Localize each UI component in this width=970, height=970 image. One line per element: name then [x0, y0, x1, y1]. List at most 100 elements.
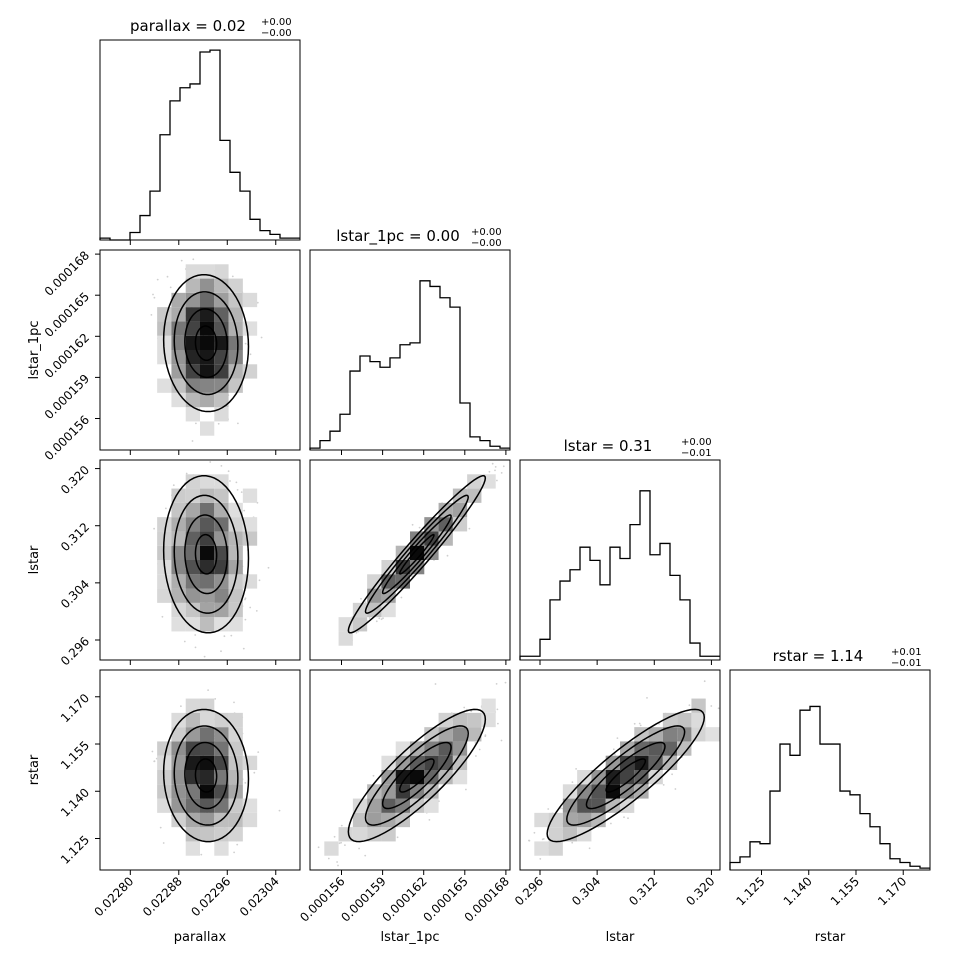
- density-cell: [662, 727, 678, 742]
- sample-point: [336, 861, 338, 863]
- panel-frame: [99, 669, 301, 871]
- y-tick-label-rstar: 1.155: [58, 738, 92, 772]
- y-tick-label-lstar: 0.320: [58, 463, 92, 497]
- sample-point: [488, 470, 491, 473]
- density-cell: [381, 602, 396, 618]
- density-cell: [214, 784, 229, 799]
- density-cell: [352, 617, 368, 632]
- y-tick-label-lstar_1pc: 0.000168: [42, 248, 92, 298]
- density-cell: [171, 560, 186, 575]
- sample-point: [172, 484, 175, 487]
- sample-point: [539, 858, 542, 860]
- panel-frame: [519, 669, 721, 871]
- density-cell: [381, 784, 396, 799]
- sample-point: [344, 844, 346, 846]
- density-cell: [214, 364, 229, 379]
- density-cell: [185, 292, 200, 308]
- sample-point: [260, 336, 263, 339]
- sample-point: [203, 655, 206, 658]
- density-cell: [200, 588, 215, 603]
- panel-title-sub-lstar_1pc: −0.00: [471, 238, 502, 249]
- density-cell: [228, 741, 243, 756]
- contour-level-1: [194, 325, 218, 361]
- contour-level-3: [173, 291, 239, 396]
- sample-point: [495, 683, 498, 685]
- density-cell: [157, 350, 172, 365]
- sample-point: [152, 293, 154, 296]
- density-cell: [548, 827, 563, 842]
- contour-level-3: [566, 725, 686, 826]
- density-cell: [185, 502, 200, 518]
- density-cell: [200, 602, 215, 618]
- panel-title-sub-lstar: −0.01: [681, 448, 712, 459]
- density-cell: [185, 574, 200, 589]
- sample-point: [671, 773, 673, 776]
- sample-point: [180, 259, 183, 262]
- density-cell: [228, 350, 243, 365]
- density-cell: [200, 560, 215, 575]
- density-cell: [481, 698, 496, 713]
- sample-point: [478, 748, 481, 751]
- density-cell: [214, 798, 229, 813]
- sample-point: [378, 617, 381, 620]
- density-cell: [591, 770, 606, 785]
- sample-point: [542, 838, 545, 840]
- density-cell: [200, 392, 215, 408]
- contour-level-4: [162, 708, 250, 843]
- density-cell: [634, 784, 649, 799]
- sample-point: [340, 824, 343, 827]
- contour-level-3: [364, 725, 469, 826]
- density-cell: [157, 784, 172, 799]
- density-cell: [185, 321, 200, 336]
- density-cell: [171, 531, 186, 546]
- density-cell: [185, 617, 200, 632]
- density-cell: [185, 364, 200, 379]
- panel-frame: [99, 459, 301, 661]
- sample-point: [255, 610, 258, 612]
- density-cell: [214, 827, 229, 842]
- sample-point: [244, 618, 247, 621]
- contour-level-2: [184, 308, 229, 379]
- contour-level-4: [347, 708, 487, 843]
- density-cell: [438, 770, 453, 785]
- panel-title-sup-rstar: +0.01: [891, 647, 922, 658]
- sample-point: [616, 737, 619, 739]
- x-tick-label-rstar: 1.155: [828, 874, 862, 908]
- sample-point: [162, 842, 165, 844]
- sample-point: [195, 422, 197, 425]
- sample-point: [230, 634, 233, 637]
- x-tick-label-rstar: 1.125: [733, 874, 767, 908]
- sample-point: [610, 822, 612, 825]
- density-cell: [677, 741, 692, 756]
- sample-point: [674, 788, 677, 790]
- sample-point: [633, 722, 636, 725]
- density-cell: [171, 378, 186, 393]
- sample-point: [156, 278, 159, 281]
- x-tick-label-parallax: 0.02288: [140, 874, 185, 919]
- density-cell: [410, 755, 425, 770]
- density-cell: [214, 770, 229, 785]
- density-cell: [185, 727, 200, 742]
- density-cell: [438, 741, 453, 756]
- y-axis-label-rstar: rstar: [27, 754, 42, 785]
- density-cell: [452, 770, 468, 785]
- x-axis-label-parallax: parallax: [174, 930, 227, 945]
- density-cell: [157, 574, 172, 589]
- sample-point: [207, 689, 210, 691]
- density-cell: [185, 602, 200, 618]
- density-cell: [367, 827, 382, 842]
- density-cell: [591, 798, 606, 813]
- density-cell: [200, 421, 215, 436]
- panel-title-sub-rstar: −0.01: [891, 658, 922, 669]
- density-panel-parallax-vs-rstar: [99, 669, 301, 871]
- density-cell: [228, 602, 243, 618]
- density-cell: [185, 264, 200, 279]
- x-tick-label-rstar: 1.170: [875, 874, 909, 908]
- sample-point: [327, 857, 330, 860]
- y-axis-label-lstar: lstar: [27, 545, 42, 574]
- sample-point: [258, 579, 261, 582]
- density-cell: [171, 292, 186, 308]
- density-panel-lstar-vs-rstar: [519, 669, 721, 871]
- sample-point: [500, 739, 503, 742]
- hist-frame-lstar: [519, 459, 721, 661]
